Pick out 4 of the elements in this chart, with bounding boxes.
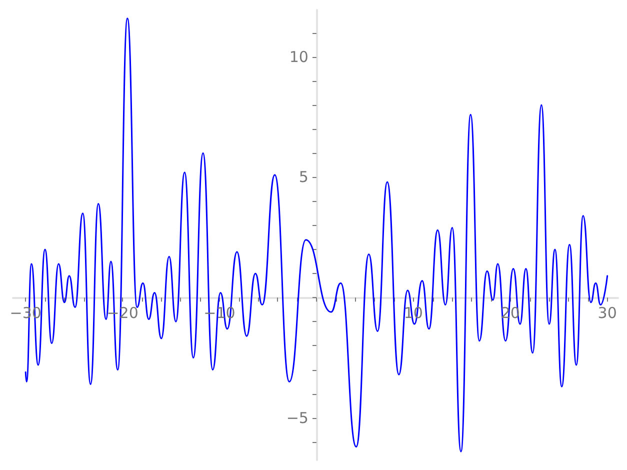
x-tick-label: 30 [598, 304, 617, 322]
y-tick-label: 5 [298, 168, 308, 186]
y-tick-label: −5 [286, 408, 308, 427]
y-tick-label: 10 [289, 48, 308, 66]
